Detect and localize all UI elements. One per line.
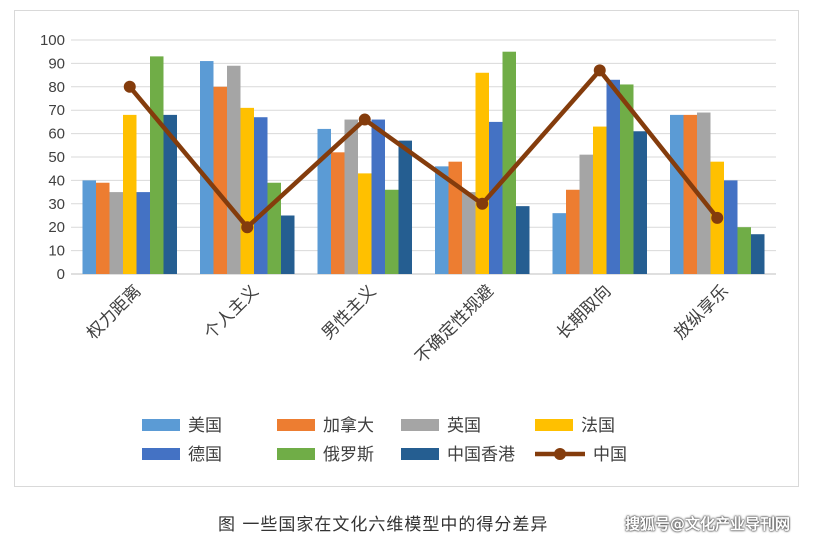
legend-label: 美国 — [188, 416, 222, 436]
bar — [371, 119, 385, 274]
bar — [579, 154, 593, 274]
china-point — [711, 211, 724, 224]
x-tick-label: 权力距离 — [83, 281, 145, 343]
bar — [281, 215, 295, 274]
bar — [724, 180, 738, 274]
bar — [344, 119, 358, 274]
bar — [317, 128, 331, 274]
x-tick-label: 放纵享乐 — [671, 281, 733, 343]
bar — [150, 56, 164, 274]
bar — [435, 166, 449, 274]
china-point — [123, 80, 136, 93]
legend-swatch — [277, 419, 315, 431]
legend-label: 中国 — [593, 445, 627, 465]
bar — [96, 182, 110, 274]
legend-swatch — [401, 419, 439, 431]
x-tick-label: 个人主义 — [201, 281, 263, 343]
legend-label: 加拿大 — [323, 415, 374, 436]
bar — [358, 173, 372, 274]
bar — [620, 84, 634, 275]
china-point — [593, 64, 606, 77]
bar — [398, 140, 412, 274]
legend-label: 德国 — [188, 445, 222, 465]
legend-swatch — [142, 448, 180, 460]
bar — [213, 86, 227, 274]
bar — [552, 213, 566, 274]
legend-swatch — [401, 448, 439, 460]
bar — [82, 180, 96, 274]
bar — [697, 112, 711, 274]
y-tick-label: 40 — [48, 172, 65, 189]
bar — [737, 227, 751, 274]
legend-swatch-marker — [554, 448, 566, 460]
bar — [516, 206, 530, 274]
bar — [633, 131, 647, 274]
y-tick-label: 10 — [48, 243, 65, 260]
chart-svg: 0 10 20 30 40 50 60 70 80 90 100 权力距离 个人主义 男性主义 不确定性规避… — [40, 32, 776, 465]
bar — [331, 152, 345, 274]
watermark: 搜狐号@文化产业导刊网 — [625, 515, 791, 533]
bar — [109, 192, 123, 274]
figure-caption: 图 一些国家在文化六维模型中的得分差异 — [218, 515, 549, 535]
bar — [227, 65, 241, 274]
legend-swatch — [142, 419, 180, 431]
bar — [163, 114, 177, 274]
bar — [136, 192, 150, 274]
y-tick-label: 20 — [48, 219, 65, 236]
y-tick-label: 90 — [48, 55, 65, 72]
legend-swatch — [277, 448, 315, 460]
bar — [606, 79, 620, 274]
bar — [123, 114, 137, 274]
y-tick-label: 60 — [48, 126, 65, 143]
legend-label: 中国香港 — [447, 445, 515, 465]
bar — [240, 107, 254, 274]
y-tick-label: 80 — [48, 79, 65, 96]
china-line — [128, 68, 720, 230]
bar — [751, 234, 765, 274]
x-tick-label: 长期取向 — [553, 281, 615, 343]
y-tick-label: 30 — [48, 196, 65, 213]
legend-swatch — [535, 419, 573, 431]
bar — [385, 189, 399, 274]
y-tick-label: 0 — [57, 266, 65, 283]
y-tick-label: 100 — [40, 32, 65, 49]
legend-label: 俄罗斯 — [323, 445, 374, 465]
bar — [475, 72, 489, 274]
bar — [566, 189, 580, 274]
bar — [593, 126, 607, 274]
chart-frame: 0 10 20 30 40 50 60 70 80 90 100 权力距离 个人主义 男性主义 不确定性规避… — [14, 10, 799, 487]
bar — [489, 121, 503, 275]
x-tick-label: 男性主义 — [318, 281, 380, 343]
china-point — [358, 113, 371, 126]
bar — [200, 61, 214, 275]
bar — [502, 51, 516, 275]
y-tick-label: 50 — [48, 149, 65, 166]
china-point — [241, 221, 254, 234]
bar — [448, 161, 462, 274]
bar — [670, 114, 684, 274]
x-tick-label: 不确定性规避 — [412, 281, 498, 367]
bar — [462, 192, 476, 274]
china-point — [476, 197, 489, 210]
bar — [254, 117, 268, 274]
y-tick-label: 70 — [48, 102, 65, 119]
bar — [683, 114, 697, 274]
legend-label: 英国 — [447, 416, 481, 436]
legend-label: 法国 — [581, 416, 615, 436]
